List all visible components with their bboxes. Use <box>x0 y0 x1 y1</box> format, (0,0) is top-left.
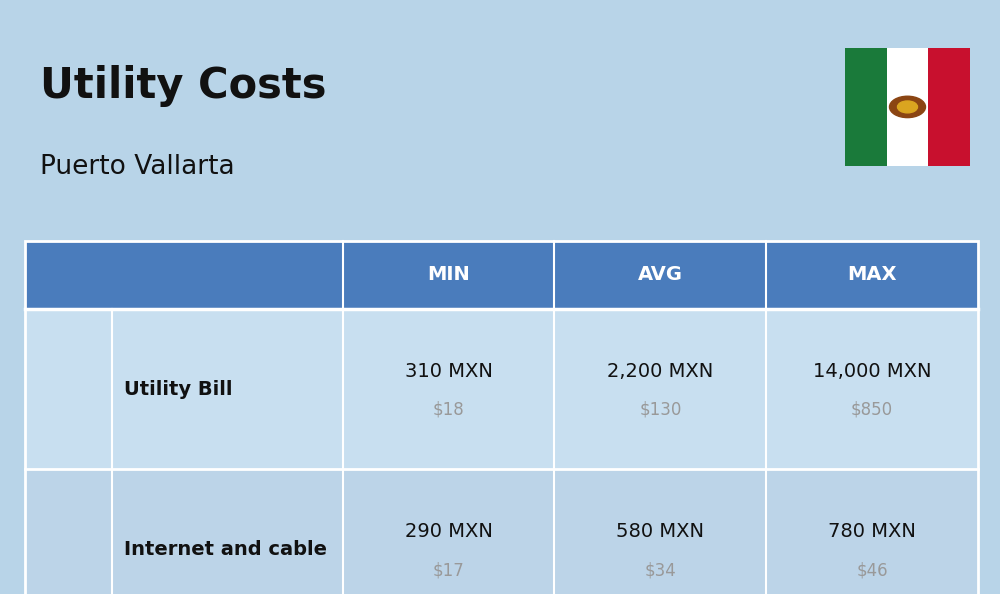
Text: 2,200 MXN: 2,200 MXN <box>607 362 713 381</box>
Bar <box>928 48 970 166</box>
Text: MIN: MIN <box>427 266 470 284</box>
Bar <box>112 241 343 309</box>
Bar <box>25 469 978 594</box>
Text: Internet and cable: Internet and cable <box>124 540 327 559</box>
Text: 14,000 MXN: 14,000 MXN <box>813 362 931 381</box>
Text: $34: $34 <box>644 561 676 579</box>
Bar <box>766 241 978 309</box>
Text: 780 MXN: 780 MXN <box>828 522 916 541</box>
Text: Utility Bill: Utility Bill <box>124 380 232 399</box>
Text: Utility Costs: Utility Costs <box>40 65 326 108</box>
Bar <box>25 309 978 469</box>
Text: $850: $850 <box>851 401 893 419</box>
Text: MAX: MAX <box>847 266 897 284</box>
Text: 310 MXN: 310 MXN <box>405 362 492 381</box>
Text: $17: $17 <box>433 561 464 579</box>
Text: 580 MXN: 580 MXN <box>616 522 704 541</box>
Bar <box>887 48 928 166</box>
Bar <box>25 241 112 309</box>
Text: Puerto Vallarta: Puerto Vallarta <box>40 154 235 181</box>
Text: AVG: AVG <box>638 266 683 284</box>
Bar <box>845 48 887 166</box>
Text: $18: $18 <box>433 401 464 419</box>
Text: $46: $46 <box>856 561 888 579</box>
Text: 290 MXN: 290 MXN <box>405 522 492 541</box>
Bar <box>554 241 766 309</box>
Bar <box>343 241 554 309</box>
Circle shape <box>898 101 918 113</box>
Text: $130: $130 <box>639 401 682 419</box>
Circle shape <box>890 96 926 118</box>
